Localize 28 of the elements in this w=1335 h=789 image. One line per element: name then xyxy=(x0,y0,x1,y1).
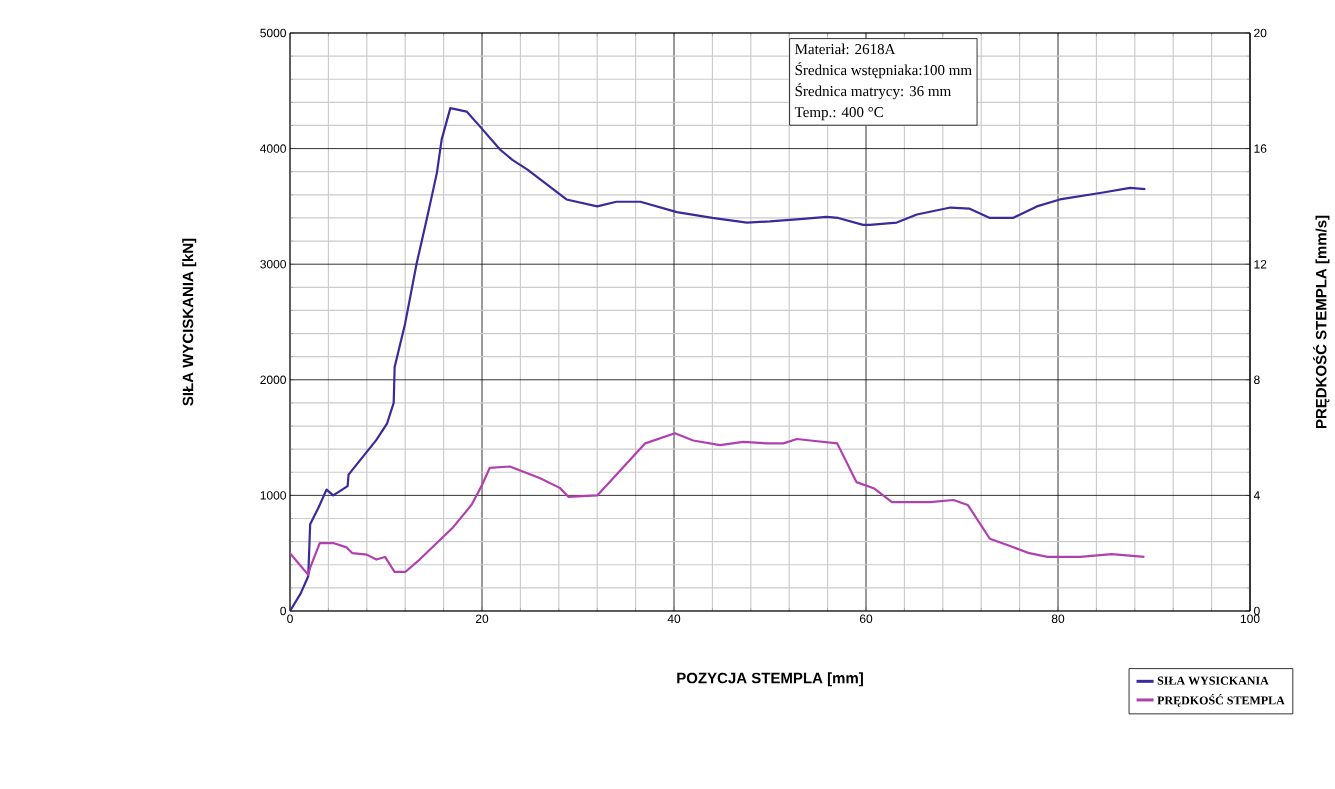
x-tick-label: 20 xyxy=(475,614,489,624)
line-series xyxy=(290,432,1146,576)
y-tick-label: 0 xyxy=(280,606,287,616)
legend-label: SIŁA WYSICKANIA xyxy=(1157,676,1269,685)
y-axis-title: SIŁA WYCISKANIA [kN] xyxy=(182,238,197,406)
y2-axis-title: PRĘDKOŚĆ STEMPLA [mm/s] xyxy=(1313,215,1330,429)
y2-tick-label: 16 xyxy=(1254,144,1267,153)
y2-tick-label: 12 xyxy=(1254,260,1267,269)
line-series xyxy=(290,107,1147,611)
y-tick-label: 4000 xyxy=(260,144,287,153)
y-tick-label: 3000 xyxy=(260,259,287,269)
x-tick-label: 40 xyxy=(667,614,681,624)
annotation: Średnica wstępniaka:100 mm xyxy=(795,62,972,79)
x-tick-label: 60 xyxy=(859,614,873,624)
y2-tick-label: 4 xyxy=(1253,491,1260,500)
y-tick-label: 2000 xyxy=(260,375,287,385)
x-axis-title: POZYCJA STEMPLA [mm] xyxy=(677,672,863,687)
y2-tick-label: 0 xyxy=(1254,606,1260,616)
annotation: Temp.: 400 °C xyxy=(794,107,883,121)
x-tick-label: 80 xyxy=(1051,614,1065,624)
y2-tick-label: 20 xyxy=(1254,28,1267,38)
y-tick-label: 1000 xyxy=(260,491,287,500)
y2-tick-label: 8 xyxy=(1254,375,1260,385)
annotation: Średnica matrycy: 36 mm xyxy=(795,83,952,100)
x-tick-label: 100 xyxy=(1240,614,1260,624)
legend-label: PRĘDKOŚĆ STEMPLA xyxy=(1157,694,1285,707)
annotation: Materiał: 2618A xyxy=(795,43,896,55)
y-tick-label: 5000 xyxy=(260,28,287,38)
